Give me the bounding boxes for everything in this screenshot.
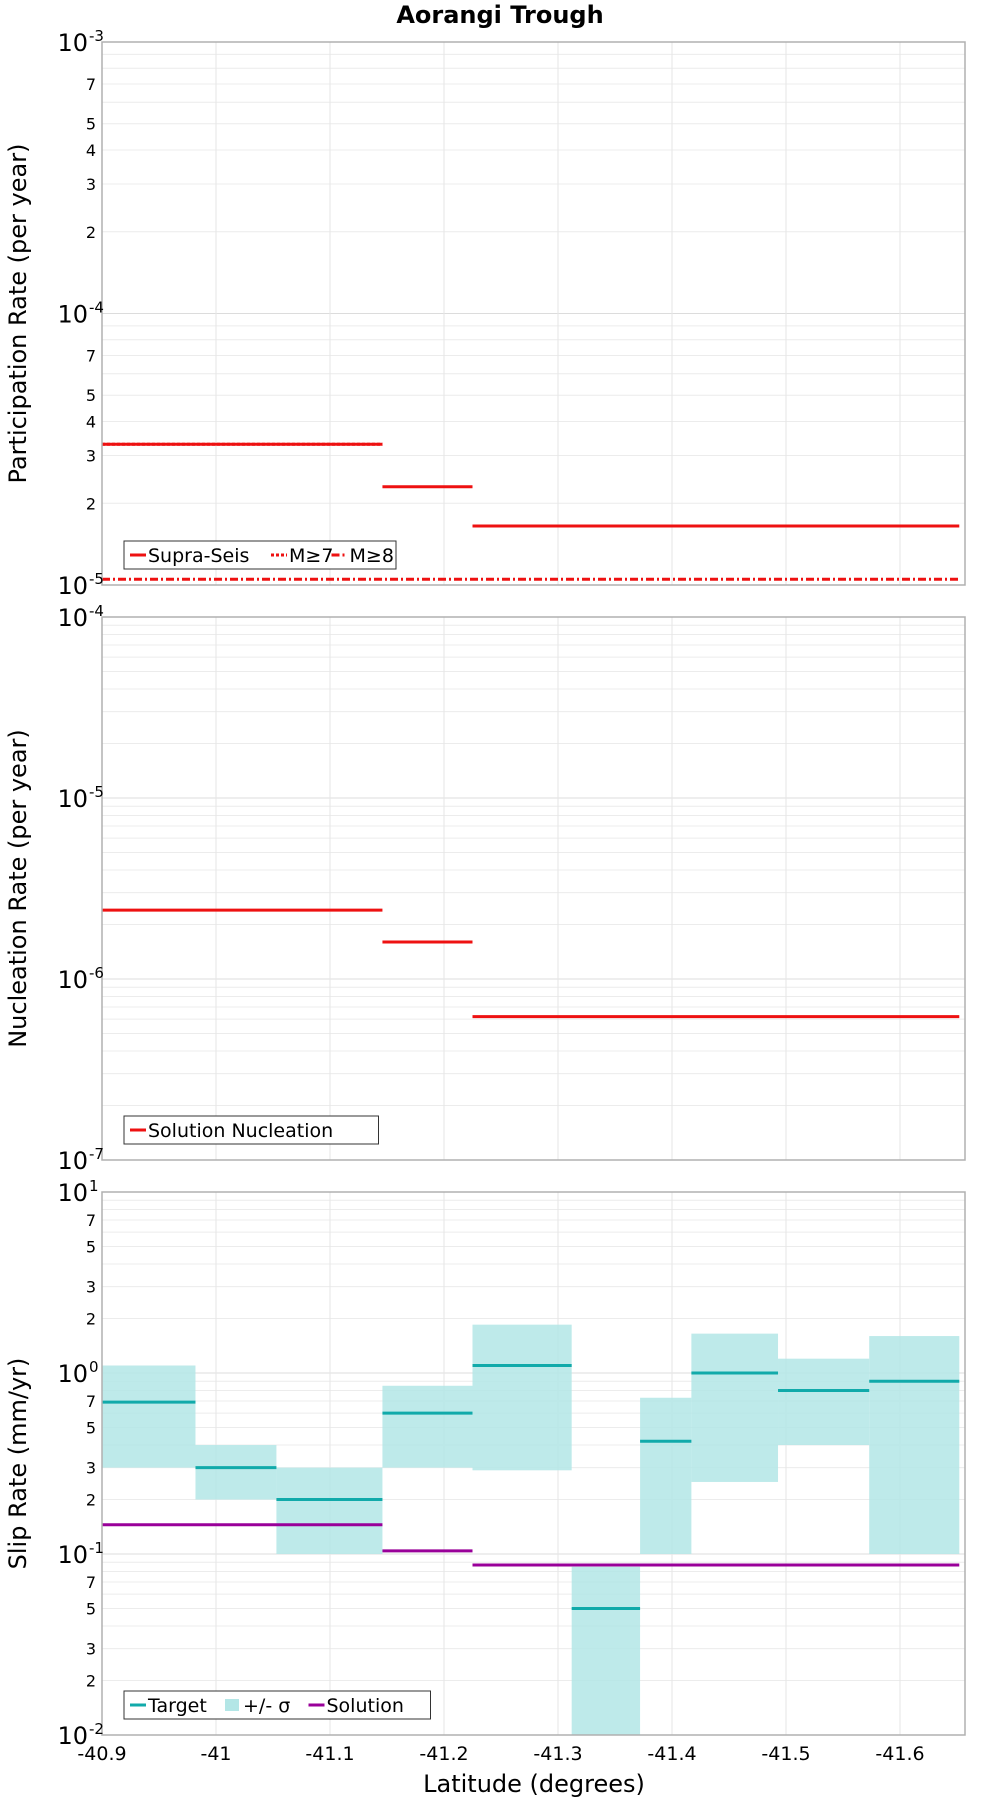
y-tick-exponent: -2	[89, 1720, 104, 1738]
y-tick-exponent: -3	[89, 27, 104, 45]
y-tick-label: 10	[57, 1179, 88, 1207]
legend-swatch	[225, 1699, 239, 1711]
y-tick-exponent: -4	[89, 602, 104, 620]
y-axis-label: Slip Rate (mm/yr)	[4, 1358, 32, 1570]
y-tick-label: 10	[57, 29, 88, 57]
y-tick-exponent: -5	[89, 783, 104, 801]
legend-label: M≥8	[350, 545, 394, 567]
y-tick-label: 10	[57, 1360, 88, 1388]
y-tick-label: 10	[57, 1541, 88, 1569]
plot-frame	[101, 1191, 966, 1736]
y-tick-minor-label: 3	[86, 175, 96, 194]
panel-2: Nucleation Rate (per year)10-710-610-510…	[4, 602, 966, 1175]
y-tick-exponent: -6	[89, 964, 104, 982]
panel-1: Participation Rate (per year)10 -510 -410-…	[4, 27, 966, 600]
x-tick-label: -41.5	[761, 1743, 810, 1765]
y-tick-label: 10	[57, 604, 88, 632]
sigma-band	[472, 1324, 572, 1471]
x-tick-label: -41	[200, 1743, 231, 1765]
plot-frame	[101, 616, 966, 1161]
sigma-band	[102, 1365, 196, 1468]
y-tick-exponent: -1	[89, 1539, 104, 1557]
y-tick-minor-label: 5	[86, 1599, 96, 1618]
y-tick-minor-label: 7	[86, 347, 96, 366]
y-tick-exponent: -7	[89, 1145, 104, 1163]
legend-label: Solution Nucleation	[148, 1120, 333, 1142]
y-tick-minor-label: 3	[86, 446, 96, 465]
y-tick-minor-label: 7	[86, 1573, 96, 1592]
y-tick-exponent: 1	[89, 1177, 99, 1195]
legend-label: M≥7	[289, 545, 333, 567]
legend-label: Target	[147, 1695, 207, 1717]
y-tick-minor-label: 2	[86, 494, 96, 513]
y-tick-label: 10	[57, 301, 88, 329]
sigma-band	[382, 1385, 473, 1468]
y-tick-exponent: -4	[89, 299, 104, 317]
legend-label: +/- σ	[243, 1695, 290, 1717]
y-tick-minor-label: 4	[86, 413, 96, 432]
sigma-band	[276, 1467, 383, 1554]
legend: Supra-Seis M≥7 M≥8	[123, 540, 397, 570]
y-tick-exponent: 0	[89, 1358, 99, 1376]
legend: Solution Nucleation	[123, 1115, 379, 1145]
y-tick-label: 10	[57, 572, 88, 600]
y-tick-minor-label: 7	[86, 1211, 96, 1230]
y-tick-minor-label: 7	[86, 1392, 96, 1411]
y-tick-minor-label: 3	[86, 1459, 96, 1478]
y-tick-minor-label: 2	[86, 1672, 96, 1691]
y-tick-label: 10	[57, 1722, 88, 1750]
y-tick-minor-label: 2	[86, 1310, 96, 1329]
legend-box	[123, 1690, 431, 1720]
y-tick-minor-label: 5	[86, 386, 96, 405]
x-tick-label: -40.9	[77, 1743, 126, 1765]
y-tick-label: 10	[57, 785, 88, 813]
x-tick-label: -41.6	[875, 1743, 924, 1765]
sigma-band	[869, 1336, 960, 1554]
y-tick-minor-label: 3	[86, 1278, 96, 1297]
sigma-band	[195, 1445, 277, 1500]
x-tick-label: -41.3	[533, 1743, 582, 1765]
x-axis-label: Latitude (degrees)	[423, 1770, 645, 1798]
legend-box	[123, 1115, 379, 1145]
y-tick-minor-label: 7	[86, 75, 96, 94]
legend-box	[123, 540, 397, 570]
x-tick-label: -41.4	[647, 1743, 696, 1765]
plot-frame	[101, 41, 966, 586]
y-tick-label: 10	[57, 1147, 88, 1175]
y-tick-minor-label: 2	[86, 223, 96, 242]
legend: Target +/- σ Solution	[123, 1690, 431, 1720]
y-tick-exponent: -5	[89, 570, 104, 588]
sigma-band	[640, 1397, 692, 1554]
chart-title: Aorangi Trough	[396, 1, 603, 29]
y-tick-minor-label: 4	[86, 141, 96, 160]
y-tick-minor-label: 2	[86, 1491, 96, 1510]
y-tick-minor-label: 3	[86, 1640, 96, 1659]
x-tick-label: -41.1	[305, 1743, 354, 1765]
y-tick-minor-label: 5	[86, 115, 96, 134]
y-tick-label: 10	[57, 966, 88, 994]
sigma-band	[571, 1566, 641, 1735]
y-axis-label: Nucleation Rate (per year)	[4, 729, 32, 1048]
legend-label: Supra-Seis	[148, 545, 249, 567]
x-tick-label: -41.2	[419, 1743, 468, 1765]
y-tick-minor-label: 5	[86, 1418, 96, 1437]
y-tick-minor-label: 5	[86, 1237, 96, 1256]
sigma-band	[691, 1333, 779, 1482]
legend-label: Solution	[327, 1695, 404, 1717]
y-axis-label: Participation Rate (per year)	[4, 144, 32, 484]
sigma-band	[778, 1358, 870, 1446]
